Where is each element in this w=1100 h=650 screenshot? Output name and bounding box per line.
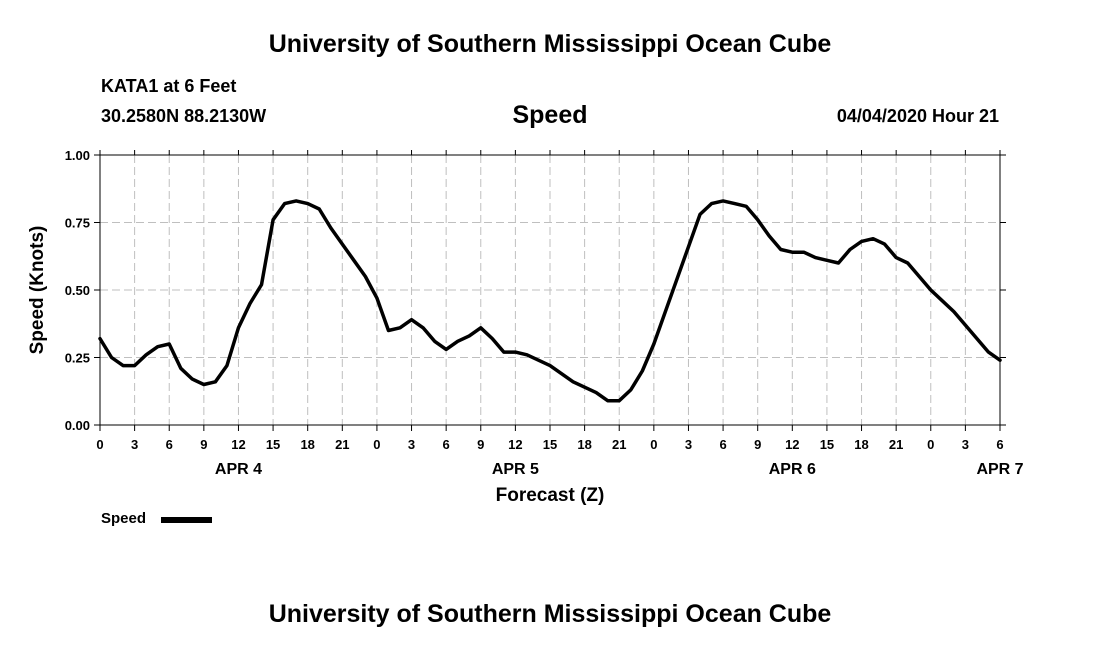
station-coordinates: 30.2580N 88.2130W bbox=[101, 106, 267, 126]
y-tick-label: 0.75 bbox=[65, 216, 90, 231]
x-tick-label: 6 bbox=[719, 437, 726, 452]
y-tick-label: 0.25 bbox=[65, 351, 90, 366]
station-label: KATA1 at 6 Feet bbox=[101, 76, 237, 96]
footer-title: University of Southern Mississippi Ocean… bbox=[268, 600, 832, 628]
page-title: University of Southern Mississippi Ocean… bbox=[268, 30, 832, 58]
x-tick-label: 0 bbox=[927, 437, 934, 452]
forecast-datetime: 04/04/2020 Hour 21 bbox=[836, 106, 999, 126]
legend-label: Speed bbox=[101, 510, 147, 527]
x-tick-label: 12 bbox=[508, 437, 522, 452]
x-tick-label: 0 bbox=[96, 437, 103, 452]
y-tick-label: 1.00 bbox=[65, 148, 90, 163]
x-tick-label: 21 bbox=[612, 437, 626, 452]
x-tick-label: 9 bbox=[477, 437, 484, 452]
x-tick-label: 6 bbox=[996, 437, 1003, 452]
x-tick-label: 12 bbox=[231, 437, 245, 452]
date-label: APR 4 bbox=[215, 461, 262, 478]
date-label: APR 6 bbox=[769, 461, 816, 478]
x-tick-label: 6 bbox=[443, 437, 450, 452]
legend-swatch bbox=[161, 517, 212, 523]
x-tick-label: 15 bbox=[266, 437, 280, 452]
x-tick-label: 21 bbox=[335, 437, 349, 452]
x-tick-label: 6 bbox=[166, 437, 173, 452]
x-tick-label: 12 bbox=[785, 437, 799, 452]
y-axis-label: Speed (Knots) bbox=[27, 226, 48, 355]
x-tick-label: 3 bbox=[685, 437, 692, 452]
x-tick-label: 18 bbox=[300, 437, 314, 452]
x-tick-label: 18 bbox=[854, 437, 868, 452]
x-tick-label: 15 bbox=[543, 437, 557, 452]
x-tick-label: 0 bbox=[373, 437, 380, 452]
x-tick-label: 3 bbox=[131, 437, 138, 452]
x-tick-label: 9 bbox=[200, 437, 207, 452]
x-tick-label: 18 bbox=[577, 437, 591, 452]
x-tick-label: 21 bbox=[889, 437, 903, 452]
y-tick-label: 0.00 bbox=[65, 418, 90, 433]
y-tick-label: 0.50 bbox=[65, 283, 90, 298]
date-label: APR 7 bbox=[976, 461, 1023, 478]
x-tick-label: 0 bbox=[650, 437, 657, 452]
chart-title: Speed bbox=[512, 101, 588, 129]
x-tick-label: 3 bbox=[962, 437, 969, 452]
x-axis-label: Forecast (Z) bbox=[496, 485, 605, 506]
speed-series-line bbox=[98, 199, 1002, 403]
x-tick-label: 15 bbox=[820, 437, 834, 452]
x-tick-label: 9 bbox=[754, 437, 761, 452]
date-label: APR 5 bbox=[492, 461, 539, 478]
x-tick-label: 3 bbox=[408, 437, 415, 452]
